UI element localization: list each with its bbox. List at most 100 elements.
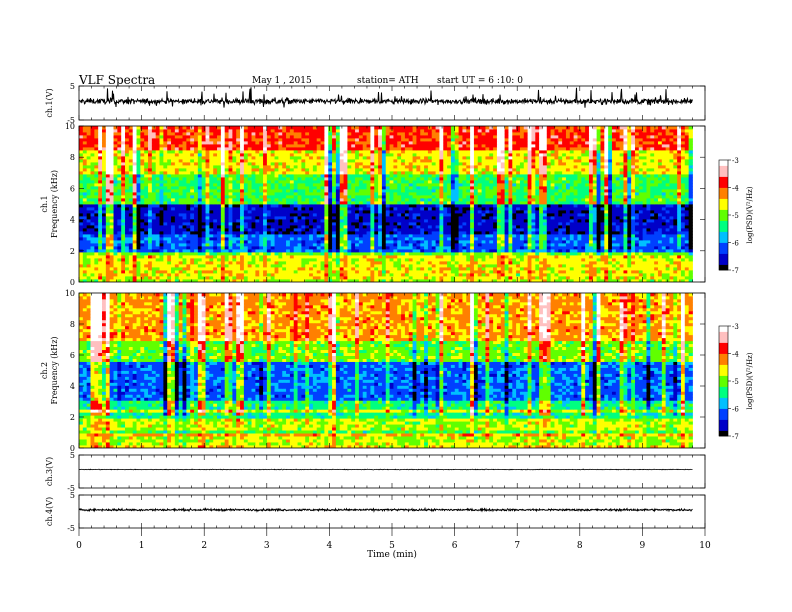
colorbar-swatch (719, 364, 728, 368)
colorbar-swatch (719, 328, 728, 332)
colorbar-swatch (719, 198, 728, 202)
colorbar-swatch (719, 226, 728, 230)
station-label: station= ATH (357, 76, 419, 86)
colorbar-swatch (719, 228, 728, 232)
y-tick-label: 8 (70, 153, 75, 162)
colorbar-swatch (719, 342, 728, 346)
y-tick-label: 2 (70, 413, 75, 422)
spectrogram-image (79, 293, 693, 448)
x-tick-label: 7 (514, 541, 520, 551)
colorbar-swatch (719, 160, 728, 164)
ch3-waveform-panel: 5 -5 ch.3(V) (45, 451, 706, 493)
colorbar-swatch (719, 405, 728, 409)
colorbar-swatch (719, 234, 728, 238)
colorbar-tick-label: -7 (732, 267, 739, 275)
colorbar-swatch (719, 206, 728, 210)
x-tick-label: 1 (139, 541, 145, 551)
spectrogram-image (79, 126, 693, 282)
colorbar-swatch (719, 356, 728, 360)
y-tick-label: 10 (65, 289, 75, 298)
colorbar-label: log(PSD)(V²/Hz) (746, 352, 754, 409)
colorbar-swatch (719, 383, 728, 387)
colorbar-swatch (719, 190, 728, 194)
ch2-colorbar: -3 -4 -5 -6 -7 log(PSD)(V²/Hz) (718, 323, 754, 441)
colorbar-swatch (719, 394, 728, 398)
colorbar-swatch (719, 239, 728, 243)
y-tick-label: 0 (70, 278, 75, 287)
colorbar-swatch (719, 403, 728, 407)
colorbar-swatch (719, 187, 728, 191)
colorbar-swatch (719, 256, 728, 260)
colorbar-swatch (719, 361, 728, 365)
y-tick-label: 2 (70, 247, 75, 256)
colorbar-swatch (719, 425, 728, 429)
colorbar-swatch (719, 165, 728, 169)
y-axis-label: ch.1Frequency (kHz) (40, 170, 59, 238)
ch2-spectrogram-panel: 0 2 4 6 8 10 ch.2Frequency (kHz) (40, 289, 706, 453)
colorbar-swatch (719, 430, 728, 434)
colorbar-swatch (719, 179, 728, 183)
colorbar-swatch (719, 411, 728, 415)
colorbar-tick-label: -5 (732, 212, 739, 220)
colorbar-swatch (719, 204, 728, 208)
colorbar-swatch (719, 259, 728, 263)
colorbar-swatch (719, 264, 728, 268)
colorbar-swatch (719, 378, 728, 382)
colorbar-swatch (719, 370, 728, 374)
x-axis-label: Time (min) (367, 549, 417, 560)
colorbar-swatch (719, 237, 728, 241)
colorbar-swatch (719, 334, 728, 338)
colorbar-swatch (719, 433, 728, 437)
x-tick-label: 2 (201, 541, 207, 551)
colorbar-swatch (719, 419, 728, 423)
y-tick-label: 8 (70, 320, 75, 329)
y-axis-label: ch.2Frequency (kHz) (40, 336, 59, 404)
colorbar-swatch (719, 416, 728, 420)
colorbar-tick-label: -3 (732, 323, 739, 331)
colorbar-swatch (719, 386, 728, 390)
colorbar-tick-label: -3 (732, 157, 739, 165)
colorbar-swatch (719, 381, 728, 385)
y-tick-label: -5 (67, 484, 75, 493)
colorbar-swatch (719, 367, 728, 371)
colorbar-tick-label: -5 (732, 378, 739, 386)
y-tick-label: 4 (70, 382, 75, 391)
colorbar-swatch (719, 400, 728, 404)
colorbar-tick-label: -6 (732, 240, 739, 248)
x-tick-label: 0 (76, 541, 82, 551)
waveform-trace (78, 468, 693, 471)
colorbar-swatch (719, 331, 728, 335)
y-tick-label: -5 (67, 116, 75, 125)
y-tick-label: 5 (70, 82, 75, 91)
x-tick-label: 5 (389, 541, 395, 551)
waveform-trace (78, 506, 693, 513)
colorbar-swatch (719, 345, 728, 349)
x-tick-label: 4 (327, 541, 333, 551)
colorbar-swatch (719, 372, 728, 376)
colorbar-tick-label: -6 (732, 406, 739, 414)
colorbar-swatch (719, 184, 728, 188)
y-tick-label: 5 (70, 451, 75, 460)
y-tick-label: -5 (67, 524, 75, 533)
y-tick-label: 10 (65, 122, 75, 131)
y-axis-label: ch.3(V) (45, 457, 54, 486)
waveform-trace (78, 87, 693, 108)
colorbar-swatch (719, 215, 728, 219)
colorbar-swatch (719, 171, 728, 175)
colorbar-swatch (719, 176, 728, 180)
colorbar-swatch (719, 375, 728, 379)
x-tick-label: 10 (699, 541, 711, 551)
colorbar-swatch (719, 359, 728, 363)
colorbar-swatch (719, 223, 728, 227)
colorbar-swatch (719, 162, 728, 166)
colorbar-swatch (719, 217, 728, 221)
colorbar-swatch (719, 242, 728, 246)
colorbar-swatch (719, 209, 728, 213)
time-axis: 0 1 2 3 4 5 6 7 8 9 10 (76, 528, 711, 551)
y-tick-label: 5 (70, 491, 75, 500)
y-tick-label: 4 (70, 216, 75, 225)
colorbar-swatch (719, 414, 728, 418)
colorbar-swatch (719, 408, 728, 412)
colorbar-swatch (719, 326, 728, 330)
